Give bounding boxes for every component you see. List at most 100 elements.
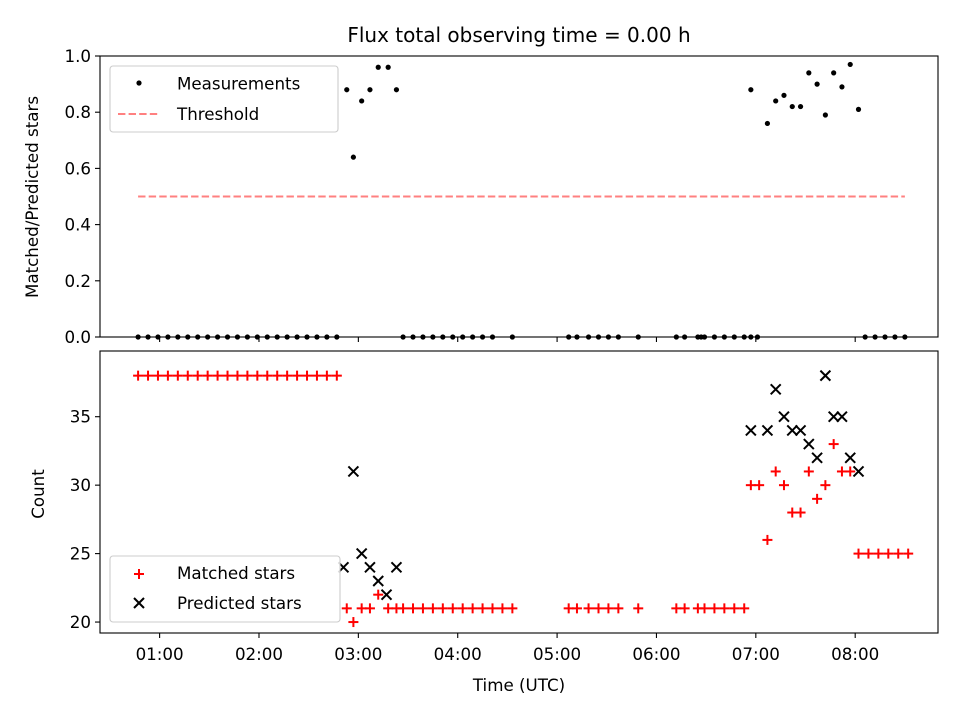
matched-star-point bbox=[812, 493, 823, 504]
matched-star-point bbox=[729, 603, 740, 614]
x-tick-label: 01:00 bbox=[136, 644, 184, 664]
y-tick-label: 1.0 bbox=[64, 46, 91, 66]
predicted-star-point bbox=[778, 411, 790, 423]
matched-star-point bbox=[152, 370, 163, 381]
measurement-point bbox=[748, 87, 754, 93]
predicted-star-point bbox=[347, 465, 360, 478]
bottom-legend: Matched stars Predicted stars bbox=[109, 555, 341, 623]
x-tick-label: 07:00 bbox=[732, 644, 780, 664]
measurement-point bbox=[797, 103, 804, 110]
matched-star-point bbox=[613, 603, 624, 614]
predicted-star-point bbox=[827, 411, 840, 423]
bottom-panel: Count Time (UTC) 20 25 30 35 01:00 02:00 03:0… bbox=[28, 350, 939, 695]
measurement-point bbox=[393, 87, 400, 93]
x-tick-label: 02:00 bbox=[235, 644, 283, 664]
measurement-point bbox=[822, 112, 828, 118]
matched-star-point bbox=[311, 370, 322, 381]
matched-star-point bbox=[795, 507, 806, 518]
matched-star-point bbox=[252, 370, 263, 381]
measurement-point bbox=[367, 87, 373, 93]
matched-star-point bbox=[699, 603, 710, 614]
legend-predicted-label: Predicted stars bbox=[177, 593, 302, 613]
legend-matched-marker bbox=[134, 569, 144, 579]
measurement-point bbox=[350, 154, 356, 160]
matched-star-point bbox=[262, 370, 273, 381]
predicted-star-point bbox=[803, 438, 815, 450]
predicted-star-point bbox=[811, 452, 823, 464]
bottom-axes-frame bbox=[99, 350, 939, 634]
legend-predicted-marker bbox=[133, 597, 145, 609]
matched-star-point bbox=[143, 370, 154, 381]
measurement-point bbox=[839, 84, 845, 90]
measurement-point bbox=[344, 87, 350, 93]
matched-star-point bbox=[679, 603, 690, 614]
matched-star-point bbox=[447, 603, 458, 614]
legend-threshold-label: Threshold bbox=[176, 104, 259, 124]
bottom-y-axis-label: Count bbox=[28, 469, 48, 519]
predicted-star-point bbox=[794, 424, 807, 437]
measurement-point bbox=[781, 92, 787, 98]
x-tick-label: 08:00 bbox=[831, 644, 879, 664]
matched-star-point bbox=[719, 603, 730, 614]
matched-star-point bbox=[593, 603, 604, 614]
matched-star-point bbox=[754, 480, 765, 491]
matched-star-point bbox=[863, 548, 874, 559]
matched-star-point bbox=[242, 370, 253, 381]
matched-star-point bbox=[162, 370, 173, 381]
predicted-star-point bbox=[745, 424, 757, 437]
legend-matched-label: Matched stars bbox=[177, 563, 295, 583]
matched-star-point bbox=[373, 589, 384, 600]
matched-star-point bbox=[202, 370, 213, 381]
matched-star-point bbox=[172, 370, 183, 381]
legend-measurements-marker bbox=[136, 80, 142, 86]
matched-star-point bbox=[873, 548, 884, 559]
measurement-point bbox=[806, 70, 812, 76]
matched-star-point bbox=[762, 534, 773, 545]
measurement-point bbox=[814, 81, 820, 87]
chart-title: Flux total observing time = 0.00 h bbox=[347, 23, 690, 47]
matched-star-point bbox=[828, 439, 839, 450]
matched-star-point bbox=[408, 603, 419, 614]
matched-star-point bbox=[437, 603, 448, 614]
predicted-star-point bbox=[390, 561, 403, 573]
matched-star-point bbox=[633, 603, 644, 614]
top-panel: Flux total observing time = 0.00 h Match… bbox=[22, 23, 939, 347]
matched-star-point bbox=[292, 370, 303, 381]
top-y-axis-label: Matched/Predicted stars bbox=[22, 96, 42, 298]
matched-star-point bbox=[272, 370, 283, 381]
matched-star-point bbox=[778, 480, 789, 491]
measurement-point bbox=[359, 98, 365, 104]
y-tick-label: 35 bbox=[70, 407, 91, 427]
measurement-point bbox=[847, 61, 853, 68]
bottom-x-ticks: 01:00 02:00 03:00 04:00 05:00 06:00 07:00 08:00 bbox=[136, 633, 879, 664]
bottom-plot-marks bbox=[133, 369, 914, 628]
x-axis-label: Time (UTC) bbox=[472, 675, 565, 695]
matched-star-point bbox=[398, 603, 409, 614]
measurement-point bbox=[855, 106, 862, 112]
matched-star-point bbox=[583, 603, 594, 614]
matched-star-point bbox=[803, 466, 814, 477]
predicted-star-point bbox=[819, 369, 832, 382]
predicted-star-point bbox=[380, 588, 393, 601]
predicted-star-point bbox=[364, 561, 376, 573]
matched-star-point bbox=[467, 603, 478, 614]
predicted-star-point bbox=[786, 424, 798, 437]
y-tick-label: 20 bbox=[70, 612, 91, 632]
matched-star-point bbox=[282, 370, 293, 381]
matched-star-point bbox=[457, 603, 468, 614]
matched-star-point bbox=[133, 370, 144, 381]
matched-star-point bbox=[893, 548, 904, 559]
matched-star-point bbox=[341, 603, 352, 614]
matched-star-point bbox=[820, 480, 831, 491]
matched-star-point bbox=[845, 466, 856, 477]
matched-star-point bbox=[321, 370, 332, 381]
top-legend: Measurements Threshold bbox=[109, 65, 339, 133]
matched-star-point bbox=[709, 603, 720, 614]
measurement-point bbox=[773, 98, 779, 104]
matched-star-point bbox=[348, 617, 359, 628]
matched-star-point bbox=[883, 548, 894, 559]
y-tick-label: 0.2 bbox=[64, 271, 91, 291]
y-tick-label: 0.0 bbox=[64, 327, 91, 347]
matched-star-point bbox=[427, 603, 438, 614]
y-tick-label: 25 bbox=[70, 544, 91, 564]
